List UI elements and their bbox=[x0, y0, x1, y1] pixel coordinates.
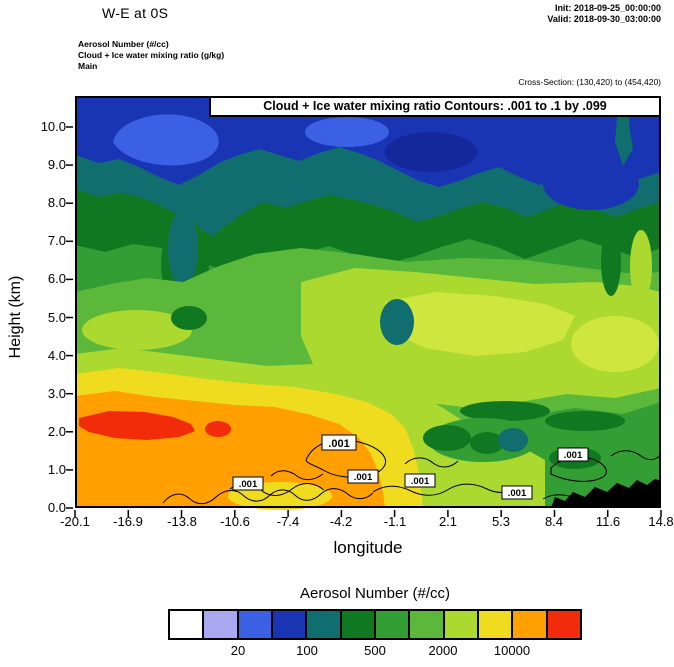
y-tick-label: 4.0 bbox=[47, 348, 66, 363]
contour-label: .001 bbox=[347, 469, 379, 484]
x-axis-title: longitude bbox=[333, 538, 403, 557]
colorbar-tick-label: 2000 bbox=[428, 643, 458, 658]
colorbar-cell bbox=[444, 611, 479, 638]
colorbar bbox=[168, 609, 582, 640]
colorbar-cell bbox=[410, 611, 445, 638]
contour-field-label: Cloud + Ice water mixing ratio (g/kg) bbox=[78, 50, 225, 60]
y-tick-label: 0.0 bbox=[47, 500, 66, 515]
x-tick-label: -1.1 bbox=[383, 514, 407, 529]
colorbar-tick-label: 500 bbox=[364, 643, 386, 658]
colorbar-tick-label: 20 bbox=[230, 643, 246, 658]
x-tick-label: -4.2 bbox=[329, 514, 353, 529]
page-title: W-E at 0S bbox=[102, 5, 169, 21]
contour-label: .001 bbox=[404, 473, 436, 488]
x-tick-label: 2.1 bbox=[438, 514, 458, 529]
y-tick-label: 9.0 bbox=[47, 157, 66, 172]
x-tick-label: -10.6 bbox=[220, 514, 250, 529]
x-tick-label: 8.4 bbox=[544, 514, 564, 529]
domain-label: Main bbox=[78, 61, 98, 71]
y-tick-label: 2.0 bbox=[47, 424, 66, 439]
colorbar-cell bbox=[375, 611, 411, 638]
colorbar-cell bbox=[341, 611, 376, 638]
svg-text:.001: .001 bbox=[411, 476, 430, 487]
y-tick-label: 7.0 bbox=[47, 233, 66, 248]
x-tick-label: -20.1 bbox=[60, 514, 90, 529]
y-tick-label: 6.0 bbox=[47, 271, 66, 286]
contour-label: .001 bbox=[232, 476, 264, 491]
y-axis-title: Height (km) bbox=[7, 275, 24, 359]
colorbar-cell bbox=[547, 611, 580, 638]
y-tick-label: 3.0 bbox=[47, 386, 66, 401]
colorbar-cell bbox=[307, 611, 342, 638]
init-time: Init: 2018-09-25_00:00:00 bbox=[554, 3, 661, 13]
x-tick-label: 5.3 bbox=[491, 514, 511, 529]
cross-section-label: Cross-Section: (130,420) to (454,420) bbox=[518, 77, 661, 87]
contour-label: .001 bbox=[321, 434, 357, 451]
colorbar-cell bbox=[272, 611, 308, 638]
colorbar-title: Aerosol Number (#/cc) bbox=[299, 585, 451, 602]
colorbar-tick-label: 100 bbox=[296, 643, 318, 658]
y-tick-label: 8.0 bbox=[47, 195, 66, 210]
colorbar-tick-label: 10000 bbox=[493, 643, 531, 658]
fill-field-label: Aerosol Number (#/cc) bbox=[78, 39, 169, 49]
y-tick-label: 5.0 bbox=[47, 310, 66, 325]
y-tick-label: 1.0 bbox=[47, 462, 66, 477]
svg-text:.001: .001 bbox=[328, 438, 349, 450]
contour-label: .001 bbox=[501, 485, 533, 500]
colorbar-cell bbox=[170, 611, 205, 638]
x-tick-label: -16.9 bbox=[113, 514, 143, 529]
colorbar-cell bbox=[238, 611, 273, 638]
svg-text:.001: .001 bbox=[564, 450, 583, 461]
filled-contour-field bbox=[75, 96, 661, 510]
colorbar-cell bbox=[478, 611, 514, 638]
x-tick-label: -13.8 bbox=[167, 514, 197, 529]
contour-label: .001 bbox=[557, 447, 589, 462]
contour-labels: .001 .001 .001 .001 .001 .001 bbox=[232, 434, 589, 500]
contour-note-box: Cloud + Ice water mixing ratio Contours:… bbox=[209, 96, 661, 117]
valid-time: Valid: 2018-09-30_03:00:00 bbox=[547, 14, 661, 24]
svg-text:.001: .001 bbox=[508, 488, 527, 499]
axis-ticks bbox=[66, 126, 662, 517]
colorbar-cell bbox=[204, 611, 239, 638]
terrain-silhouette bbox=[551, 479, 661, 508]
y-tick-label: 10.0 bbox=[40, 119, 66, 134]
svg-text:.001: .001 bbox=[354, 472, 373, 483]
cross-section-plot: .001 .001 .001 .001 .001 .001 bbox=[66, 96, 662, 517]
colorbar-cell bbox=[513, 611, 548, 638]
svg-text:.001: .001 bbox=[239, 479, 258, 490]
x-tick-label: 14.8 bbox=[648, 514, 674, 529]
x-tick-label: 11.6 bbox=[595, 514, 621, 529]
x-tick-label: -7.4 bbox=[276, 514, 300, 529]
